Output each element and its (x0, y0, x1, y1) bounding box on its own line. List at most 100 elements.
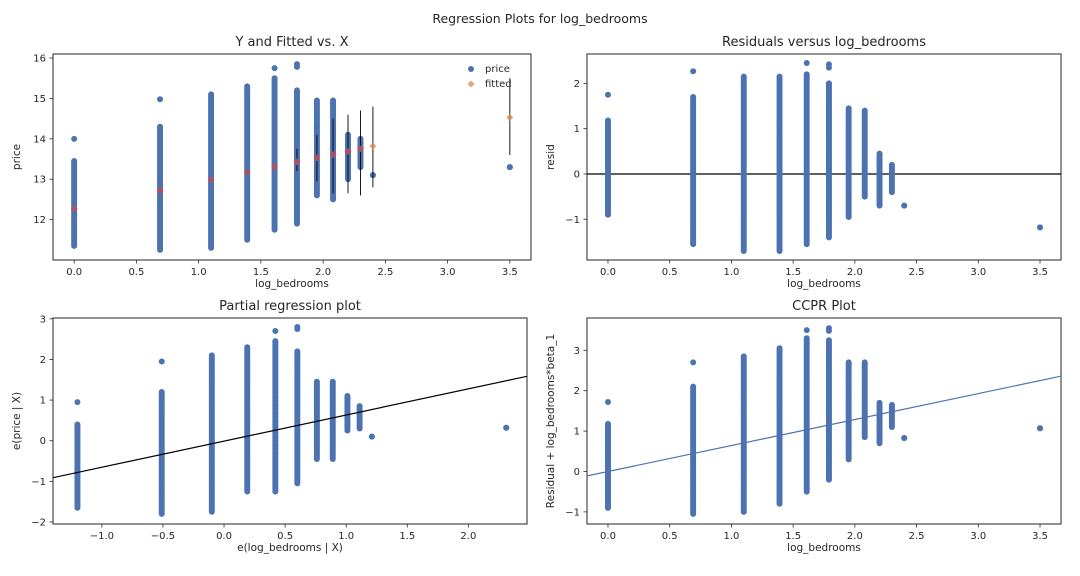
y-fitted-y-axis-label: price (11, 144, 23, 170)
partial-regression-data-point (344, 393, 351, 400)
ccpr-panel: CCPR Plot 0.0 0.5 1.0 1.5 2.0 2.5 3.0 3.5 −1 0 1 2 3 l… (545, 299, 1062, 554)
ccpr-point-column (803, 327, 810, 495)
y-fitted-fitted-point (243, 168, 251, 176)
y-fitted-fitted-point (207, 176, 215, 184)
partial-regression-x-tick-label: −1.0 (90, 531, 114, 542)
residuals-data-point (604, 91, 611, 98)
partial-regression-data-point (272, 338, 279, 345)
residuals-point-column (876, 150, 883, 209)
residuals-data-point (1037, 224, 1044, 231)
residuals-point-column (740, 73, 747, 254)
y-fitted-point-column (71, 135, 78, 249)
ccpr-data-point (861, 359, 868, 366)
partial-regression-point-column (313, 378, 320, 462)
y-fitted-data-point (157, 96, 164, 103)
ccpr-point-column (1037, 425, 1044, 432)
residuals-data-point (901, 202, 908, 209)
y-fitted-data-point (293, 63, 300, 70)
partial-regression-data-point (294, 348, 301, 355)
partial-regression-data-point (313, 378, 320, 385)
y-fitted-data-point (71, 158, 78, 165)
ccpr-data-point (803, 327, 810, 334)
y-fitted-data-point (506, 164, 513, 171)
ccpr-point-column (604, 399, 611, 511)
ccpr-x-tick-label: 0.0 (600, 531, 616, 542)
residuals-point-column (604, 91, 611, 218)
partial-regression-data-point (368, 433, 375, 440)
partial-regression-y-tick-label: 0 (40, 436, 46, 447)
y-fitted-data-point (71, 135, 78, 142)
y-fitted-x-axis-label: log_bedrooms (255, 278, 329, 290)
y-fitted-fitted-point (293, 158, 301, 166)
legend-fitted-marker (467, 80, 475, 88)
ccpr-plot-area (586, 317, 1062, 525)
ccpr-point-column (888, 401, 895, 431)
partial-regression-data-point (356, 403, 363, 410)
ccpr-x-tick-label: 0.5 (662, 531, 678, 542)
y-fitted-x-tick-label: 1.5 (253, 267, 269, 278)
y-fitted-x-tick-label: 1.0 (191, 267, 207, 278)
legend-price-marker (468, 66, 474, 72)
residuals-y-axis-label: resid (545, 144, 557, 170)
residuals-y-tick-label: −1 (565, 215, 580, 226)
ccpr-x-tick-label: 1.5 (785, 531, 801, 542)
y-fitted-data-point (244, 83, 251, 90)
residuals-x-tick-label: 3.0 (970, 267, 986, 278)
residuals-panel: Residuals versus log_bedrooms 0.0 0.5 1.0 1.… (545, 35, 1062, 290)
ccpr-data-point (604, 420, 611, 427)
ccpr-fit-line (587, 375, 1061, 477)
residuals-data-point (776, 73, 783, 80)
residuals-point-column (690, 68, 697, 248)
partial-regression-data-point (272, 328, 279, 335)
ccpr-y-tick-label: 2 (574, 386, 580, 397)
y-fitted-fitted-point (313, 154, 321, 162)
ccpr-x-axis-label: log_bedrooms (787, 542, 861, 554)
y-fitted-point-column (157, 96, 164, 253)
residuals-point-column (901, 202, 908, 209)
residuals-data-point (876, 150, 883, 157)
ccpr-data-point (803, 335, 810, 342)
residuals-y-tick-label: 0 (574, 169, 580, 180)
figure-suptitle: Regression Plots for log_bedrooms (432, 11, 647, 26)
y-fitted-fitted-point (156, 187, 164, 195)
partial-regression-point-column (356, 403, 363, 432)
residuals-marks (587, 60, 1061, 254)
ccpr-data-point (825, 337, 832, 344)
partial-regression-x-tick-label: 2.0 (460, 531, 476, 542)
y-fitted-fitted-point (369, 142, 377, 150)
partial-regression-x-axis-label: e(log_bedrooms | X) (237, 542, 343, 554)
residuals-point-column (803, 60, 810, 248)
ccpr-x-tick-label: 1.0 (723, 531, 739, 542)
residuals-data-point (825, 80, 832, 87)
y-fitted-marks (70, 61, 514, 253)
y-fitted-panel: Y and Fitted vs. X 0.0 0.5 1.0 1.5 2.0 2.5 3.0 3… (11, 35, 532, 290)
partial-regression-x-tick-label: 1.0 (338, 531, 354, 542)
y-fitted-data-point (157, 123, 164, 130)
residuals-data-point (888, 161, 895, 168)
ccpr-data-point (740, 353, 747, 360)
ccpr-x-tick-label: 3.5 (1032, 531, 1048, 542)
y-fitted-x-tick-label: 2.0 (315, 267, 331, 278)
ccpr-marks (587, 325, 1061, 517)
y-fitted-point-column (244, 83, 251, 243)
partial-regression-fit-line (53, 375, 527, 479)
ccpr-y-axis-label: Residual + log_bedrooms*beta_1 (545, 334, 557, 508)
partial-regression-y-tick-label: 3 (40, 314, 46, 325)
y-fitted-point-column (271, 65, 278, 233)
residuals-point-column (776, 73, 783, 254)
residuals-title: Residuals versus log_bedrooms (722, 35, 926, 50)
y-fitted-fitted-point (329, 151, 337, 159)
partial-regression-y-tick-label: −2 (31, 517, 46, 528)
ccpr-y-tick-label: 0 (574, 467, 580, 478)
ccpr-data-point (690, 359, 697, 366)
y-fitted-data-point (313, 97, 320, 104)
y-fitted-fitted-point (271, 163, 279, 171)
residuals-x-tick-label: 1.0 (723, 267, 739, 278)
partial-regression-point-column (503, 424, 510, 431)
y-fitted-x-tick-label: 3.0 (440, 267, 456, 278)
residuals-data-point (690, 94, 697, 101)
ccpr-y-tick-label: −1 (565, 507, 580, 518)
residuals-data-point (690, 68, 697, 75)
